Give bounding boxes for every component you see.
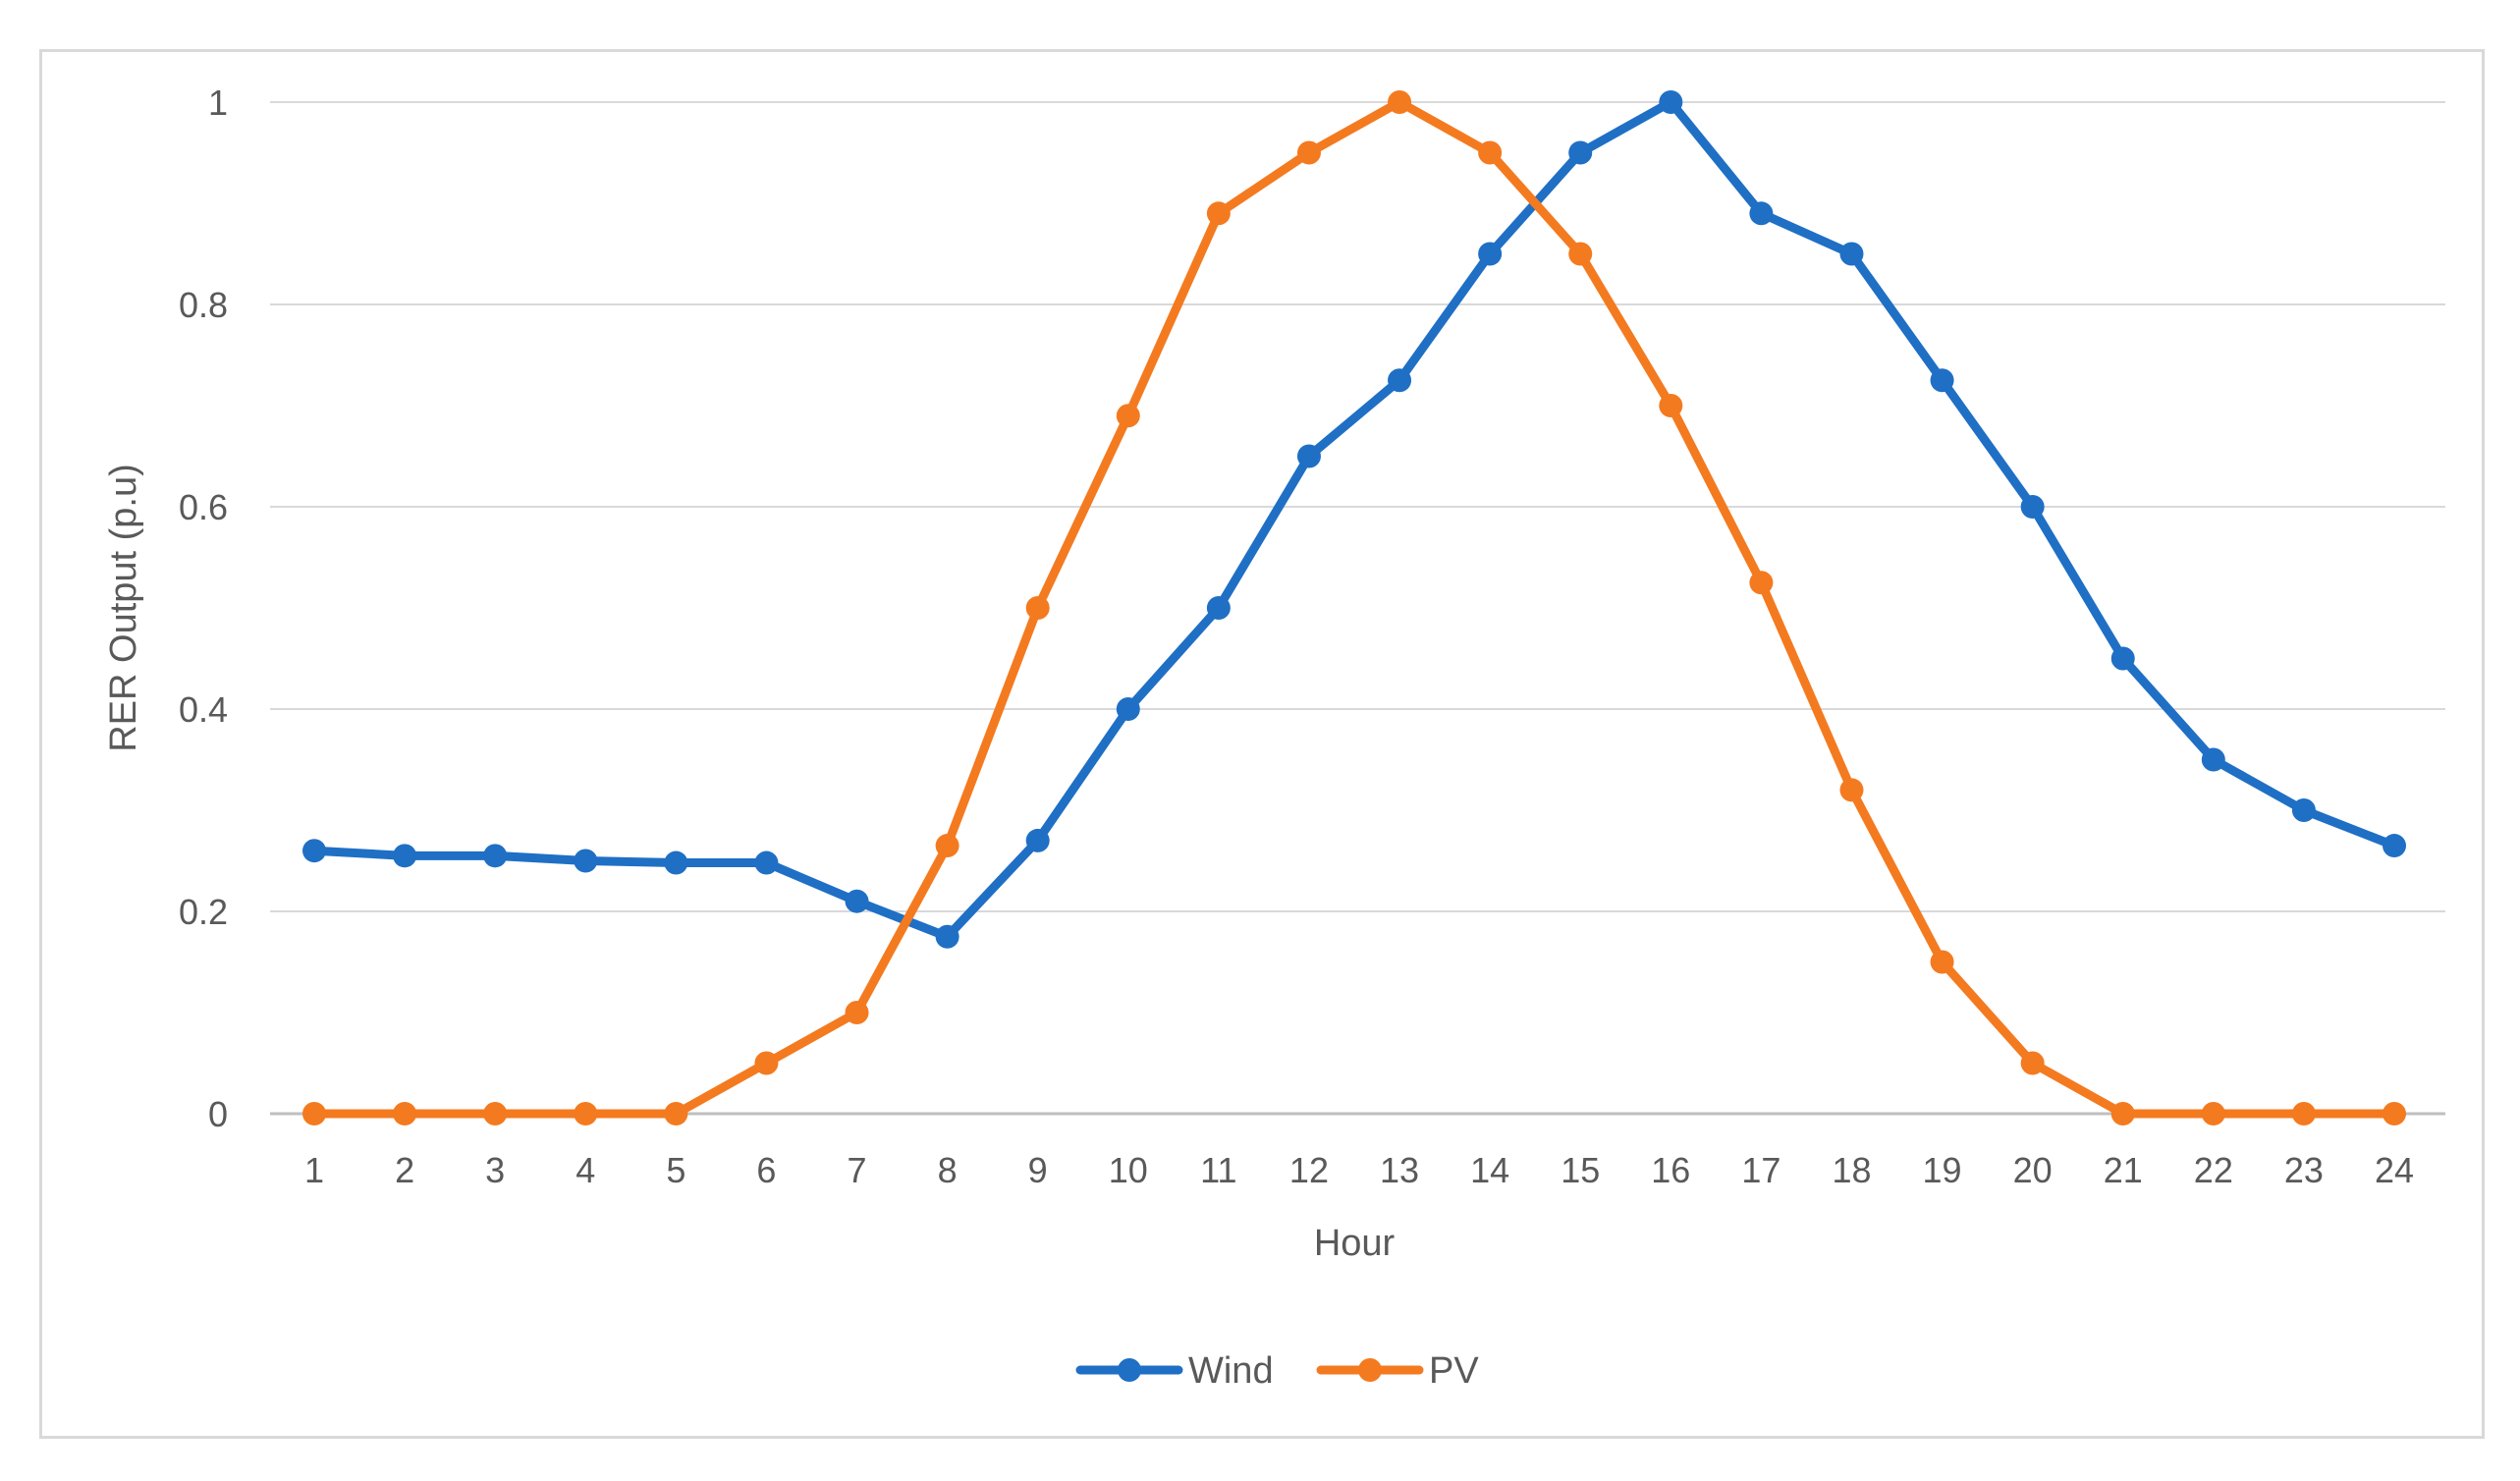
data-point-pv — [845, 1001, 869, 1024]
x-tick-label: 2 — [395, 1150, 414, 1190]
x-tick-label: 17 — [1741, 1150, 1780, 1190]
data-point-pv — [302, 1102, 326, 1125]
x-tick-label: 4 — [575, 1150, 595, 1190]
x-axis-tick-labels: 1 2 3 4 5 6 7 8 9 10 11 12 13 14 15 16 17 18 19 20 21 22 23 24 — [304, 1150, 2414, 1190]
x-tick-label: 3 — [485, 1150, 505, 1190]
data-point-pv — [1568, 242, 1593, 266]
legend: Wind PV — [1075, 1350, 1479, 1392]
series-line-wind — [309, 97, 2399, 942]
y-tick-label: 0.6 — [179, 487, 228, 527]
x-tick-label: 18 — [1832, 1150, 1871, 1190]
data-point-wind — [664, 850, 688, 875]
data-point-wind — [1116, 697, 1140, 721]
x-tick-label: 16 — [1651, 1150, 1690, 1190]
data-point-wind — [393, 844, 417, 868]
data-point-pv — [1388, 90, 1412, 114]
y-tick-label: 0.8 — [179, 285, 228, 325]
data-point-wind — [1839, 242, 1864, 266]
data-point-pv — [1749, 571, 1774, 595]
y-tick-label: 0.4 — [179, 689, 228, 730]
data-point-pv — [1025, 596, 1050, 620]
y-tick-label: 0 — [208, 1094, 228, 1134]
x-tick-label: 10 — [1109, 1150, 1148, 1190]
data-point-wind — [2291, 798, 2316, 822]
data-point-pv — [2020, 1051, 2045, 1075]
legend-swatch-marker — [1118, 1358, 1141, 1382]
y-axis-title: RER Output (p.u) — [103, 464, 144, 752]
chart-area — [39, 49, 2485, 1439]
x-tick-label: 8 — [938, 1150, 958, 1190]
data-point-wind — [935, 924, 959, 949]
x-tick-label: 11 — [1200, 1150, 1236, 1190]
x-tick-label: 9 — [1028, 1150, 1048, 1190]
data-point-wind — [2383, 834, 2406, 858]
x-tick-label: 7 — [848, 1150, 867, 1190]
y-axis-tick-labels: 0 0.2 0.4 0.6 0.8 1 — [179, 82, 228, 1134]
data-point-wind — [1478, 242, 1503, 266]
x-tick-label: 6 — [756, 1150, 776, 1190]
data-point-wind — [1388, 368, 1412, 393]
gridlines — [270, 101, 2445, 1116]
data-point-wind — [1025, 828, 1050, 852]
data-point-wind — [754, 850, 779, 875]
x-tick-label: 19 — [1923, 1150, 1962, 1190]
data-point-pv — [1116, 404, 1140, 428]
legend-item-wind: Wind — [1075, 1350, 1274, 1392]
data-point-pv — [2110, 1102, 2135, 1125]
legend-swatch-marker — [1358, 1358, 1382, 1382]
x-tick-label: 1 — [304, 1150, 324, 1190]
data-point-pv — [1839, 778, 1864, 802]
data-point-wind — [302, 839, 326, 863]
data-point-pv — [393, 1102, 417, 1125]
x-tick-label: 23 — [2284, 1150, 2324, 1190]
data-point-wind — [2201, 747, 2225, 772]
x-tick-label: 21 — [2104, 1150, 2143, 1190]
data-point-wind — [2110, 646, 2135, 671]
data-point-pv — [1296, 140, 1321, 165]
data-point-wind — [1659, 90, 1683, 114]
x-tick-label: 5 — [666, 1150, 685, 1190]
series-wind — [302, 90, 2406, 949]
data-point-wind — [1296, 444, 1321, 468]
data-point-pv — [935, 834, 959, 858]
data-point-wind — [1568, 140, 1593, 165]
data-point-wind — [2020, 495, 2045, 519]
x-tick-label: 22 — [2194, 1150, 2233, 1190]
y-tick-label: 0.2 — [179, 892, 228, 932]
x-tick-label: 14 — [1470, 1150, 1509, 1190]
legend-item-pv: PV — [1316, 1350, 1479, 1392]
data-point-pv — [754, 1051, 779, 1075]
data-point-pv — [1659, 394, 1683, 417]
data-point-wind — [1206, 596, 1231, 620]
data-point-pv — [2383, 1102, 2406, 1125]
x-tick-label: 15 — [1561, 1150, 1600, 1190]
legend-label: PV — [1429, 1350, 1479, 1392]
data-point-wind — [1749, 201, 1774, 226]
data-point-pv — [2291, 1102, 2316, 1125]
data-point-pv — [483, 1102, 508, 1125]
data-point-wind — [845, 889, 869, 913]
data-point-pv — [1930, 950, 1954, 974]
x-tick-label: 12 — [1289, 1150, 1329, 1190]
legend-label: Wind — [1188, 1350, 1274, 1392]
data-point-pv — [2201, 1102, 2225, 1125]
data-point-pv — [1206, 201, 1231, 226]
series-line-pv — [309, 97, 2399, 1119]
x-tick-label: 20 — [2013, 1150, 2053, 1190]
data-point-pv — [1478, 140, 1503, 165]
data-point-wind — [574, 849, 598, 873]
data-point-wind — [483, 844, 508, 868]
x-axis-title: Hour — [1314, 1223, 1396, 1264]
data-point-pv — [664, 1102, 688, 1125]
data-point-pv — [574, 1102, 598, 1125]
y-tick-label: 1 — [208, 82, 228, 123]
series-lines — [302, 90, 2406, 1125]
data-point-wind — [1930, 368, 1954, 393]
x-tick-label: 24 — [2375, 1150, 2414, 1190]
x-tick-label: 13 — [1380, 1150, 1419, 1190]
series-pv — [302, 90, 2406, 1125]
